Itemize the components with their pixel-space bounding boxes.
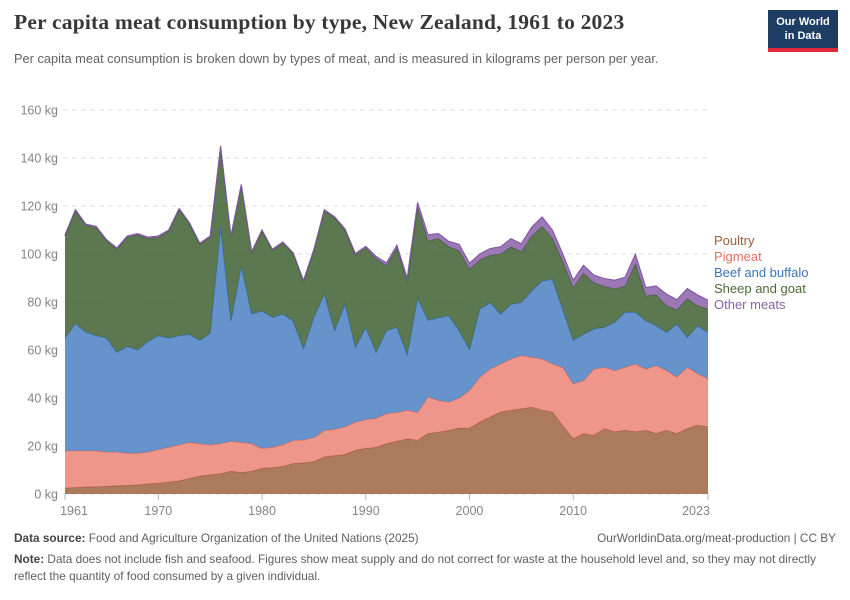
y-axis-label: 160 kg xyxy=(20,104,58,118)
footer-note: Note: Data does not include fish and sea… xyxy=(14,551,822,585)
legend-label-other-meats[interactable]: Other meats xyxy=(714,296,786,312)
area-sheep-and-goat[interactable] xyxy=(65,147,708,355)
footer-source-row: Data source: Food and Agriculture Organi… xyxy=(14,531,836,545)
y-axis-label: 20 kg xyxy=(27,440,58,454)
chart-title: Per capita meat consumption by type, New… xyxy=(14,10,625,34)
owid-logo-line2: in Data xyxy=(784,30,822,43)
data-source-text: Food and Agriculture Organization of the… xyxy=(85,531,419,545)
data-source: Data source: Food and Agriculture Organi… xyxy=(14,531,419,545)
y-axis-label: 100 kg xyxy=(20,248,58,262)
area-poultry[interactable] xyxy=(65,407,708,494)
area-beef-and-buffalo[interactable] xyxy=(65,227,708,454)
legend-label-sheep-and-goat[interactable]: Sheep and goat xyxy=(714,280,806,296)
y-axis-label: 40 kg xyxy=(27,392,58,406)
note-text: Data does not include fish and seafood. … xyxy=(14,552,816,584)
topline-other-meats xyxy=(64,145,709,301)
chart-legend: Other meats Sheep and goat Beef and buffal… xyxy=(714,0,850,500)
note-label: Note: xyxy=(14,552,45,566)
x-axis-label: 2023 xyxy=(682,504,710,518)
x-axis-label: 1980 xyxy=(248,504,276,518)
x-axis-label: 2000 xyxy=(456,504,484,518)
chart-subtitle: Per capita meat consumption is broken do… xyxy=(14,51,659,66)
y-axis-label: 80 kg xyxy=(27,296,58,310)
owid-logo[interactable]: Our World in Data xyxy=(768,10,838,52)
x-axis-label: 1961 xyxy=(60,504,88,518)
y-axis-label: 120 kg xyxy=(20,200,58,214)
x-axis-label: 2010 xyxy=(559,504,587,518)
x-axis-label: 1970 xyxy=(144,504,172,518)
legend-label-pigmeat[interactable]: Pigmeat xyxy=(714,248,762,264)
legend-label-poultry[interactable]: Poultry xyxy=(714,232,755,248)
y-axis-label: 0 kg xyxy=(34,488,58,502)
owid-logo-line1: Our World xyxy=(776,16,830,28)
x-axis-label: 1990 xyxy=(352,504,380,518)
y-axis-label: 60 kg xyxy=(27,344,58,358)
data-source-label: Data source: xyxy=(14,531,86,545)
owid-url-link[interactable]: OurWorldinData.org/meat-production | CC … xyxy=(597,531,836,545)
legend-label-beef-and-buffalo[interactable]: Beef and buffalo xyxy=(714,264,809,280)
area-pigmeat[interactable] xyxy=(65,355,708,489)
y-axis-label: 140 kg xyxy=(20,152,58,166)
